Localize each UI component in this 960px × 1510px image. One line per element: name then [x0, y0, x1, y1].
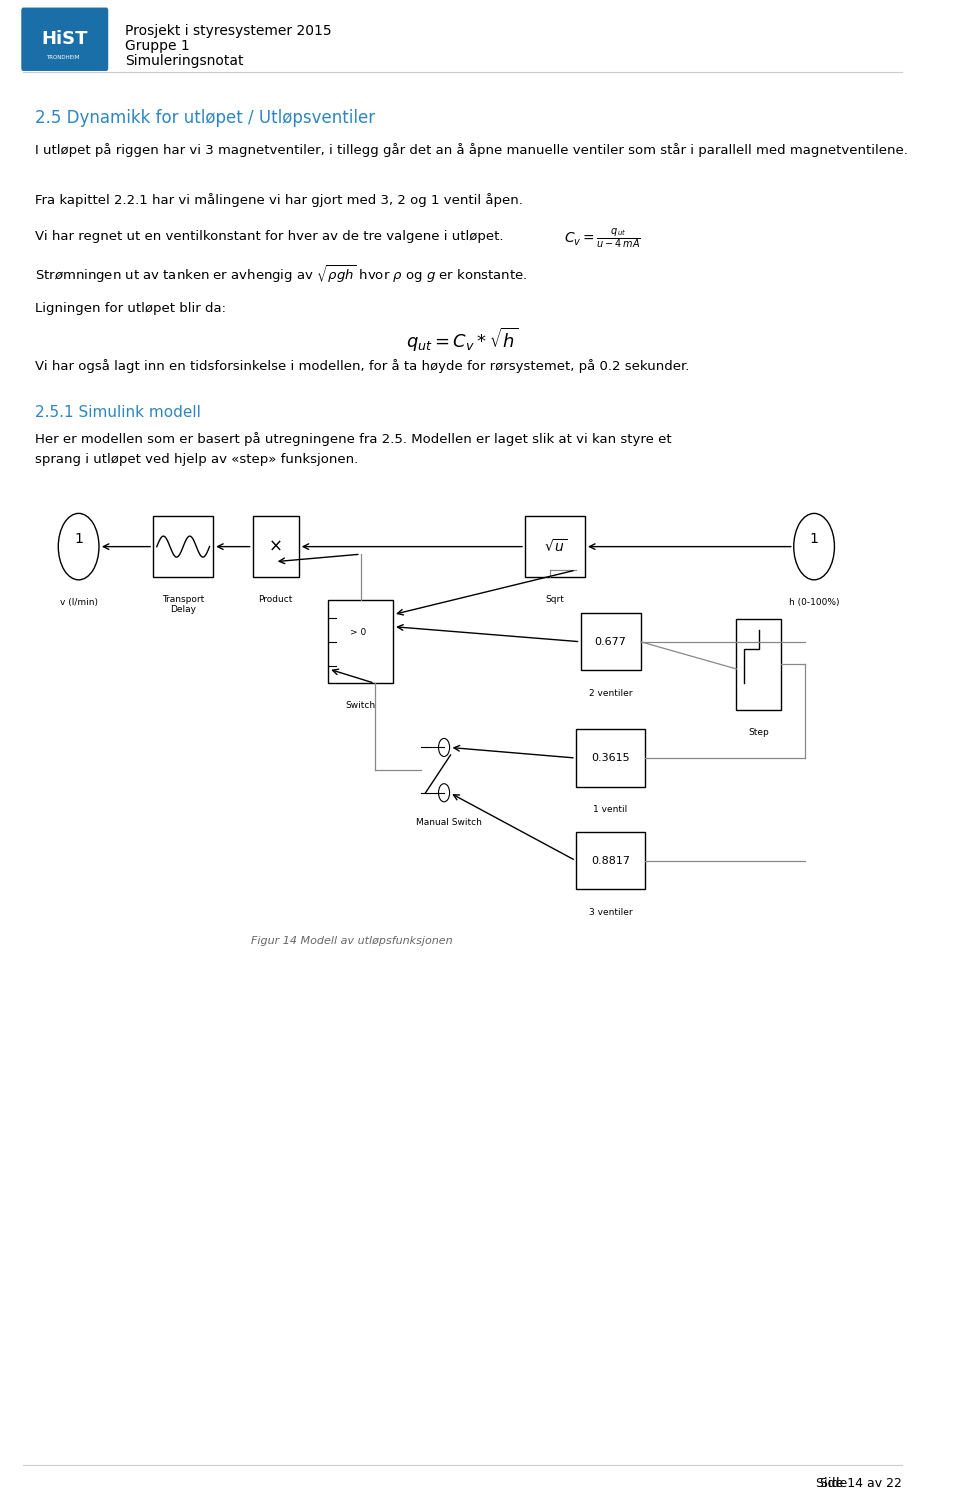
Text: sprang i utløpet ved hjelp av «step» funksjonen.: sprang i utløpet ved hjelp av «step» fun… [36, 453, 358, 467]
Text: Sqrt: Sqrt [545, 595, 564, 604]
Text: Vi har også lagt inn en tidsforsinkelse i modellen, for å ta høyde for rørsystem: Vi har også lagt inn en tidsforsinkelse … [36, 359, 689, 373]
Text: h (0-100%): h (0-100%) [789, 598, 839, 607]
Bar [252, 516, 299, 577]
Bar [576, 729, 645, 787]
Bar [328, 599, 394, 683]
Text: 1: 1 [74, 532, 84, 547]
Text: 3 ventiler: 3 ventiler [588, 908, 633, 917]
Bar [525, 516, 586, 577]
Text: Prosjekt i styresystemer 2015: Prosjekt i styresystemer 2015 [125, 24, 331, 38]
Text: 0.3615: 0.3615 [591, 753, 630, 763]
Text: Ligningen for utløpet blir da:: Ligningen for utløpet blir da: [36, 302, 227, 316]
Text: 1 ventil: 1 ventil [593, 805, 628, 814]
Text: ×: × [269, 538, 282, 556]
Bar [736, 619, 780, 710]
Text: 0.8817: 0.8817 [591, 856, 630, 865]
Bar [581, 613, 640, 670]
Text: Manual Switch: Manual Switch [416, 818, 482, 827]
Text: Side: Side [820, 1477, 852, 1490]
Text: 0.677: 0.677 [594, 637, 627, 646]
Text: Step: Step [748, 728, 769, 737]
Text: Switch: Switch [346, 701, 376, 710]
Text: $\sqrt{u}$: $\sqrt{u}$ [543, 538, 566, 556]
Text: $q_{ut} = C_v * \sqrt{h}$: $q_{ut} = C_v * \sqrt{h}$ [406, 326, 518, 355]
Text: Side 14 av 22: Side 14 av 22 [816, 1477, 902, 1490]
FancyBboxPatch shape [21, 8, 108, 71]
Text: Figur 14 Modell av utløpsfunksjonen: Figur 14 Modell av utløpsfunksjonen [251, 936, 452, 947]
Text: > 0: > 0 [349, 628, 366, 637]
Text: Transport
Delay: Transport Delay [162, 595, 204, 615]
Text: Vi har regnet ut en ventilkonstant for hver av de tre valgene i utløpet.: Vi har regnet ut en ventilkonstant for h… [36, 230, 504, 243]
Text: Simuleringsnotat: Simuleringsnotat [125, 54, 244, 68]
Text: Her er modellen som er basert på utregningene fra 2.5. Modellen er laget slik at: Her er modellen som er basert på utregni… [36, 432, 672, 445]
Text: 2.5 Dynamikk for utløpet / Utløpsventiler: 2.5 Dynamikk for utløpet / Utløpsventile… [36, 109, 375, 127]
Text: Fra kapittel 2.2.1 har vi målingene vi har gjort med 3, 2 og 1 ventil åpen.: Fra kapittel 2.2.1 har vi målingene vi h… [36, 193, 523, 207]
Text: 2.5.1 Simulink modell: 2.5.1 Simulink modell [36, 405, 201, 420]
Bar [153, 516, 213, 577]
Text: v (l/min): v (l/min) [60, 598, 98, 607]
Text: Str$\o$mningen ut av tanken er avhengig av $\sqrt{\rho g h}$ hvor $\rho$ og $g$ : Str$\o$mningen ut av tanken er avhengig … [36, 263, 528, 284]
Text: Product: Product [258, 595, 293, 604]
Text: 2 ventiler: 2 ventiler [588, 689, 633, 698]
Bar [576, 832, 645, 889]
Text: TRONDHEIM: TRONDHEIM [46, 54, 80, 60]
Text: Gruppe 1: Gruppe 1 [125, 39, 190, 53]
Text: 1: 1 [809, 532, 819, 547]
Text: $C_v = \frac{q_{ut}}{u-4\,mA}$: $C_v = \frac{q_{ut}}{u-4\,mA}$ [564, 226, 641, 251]
Text: HiST: HiST [41, 30, 88, 48]
Text: I utløpet på riggen har vi 3 magnetventiler, i tillegg går det an å åpne manuell: I utløpet på riggen har vi 3 magnetventi… [36, 143, 908, 157]
